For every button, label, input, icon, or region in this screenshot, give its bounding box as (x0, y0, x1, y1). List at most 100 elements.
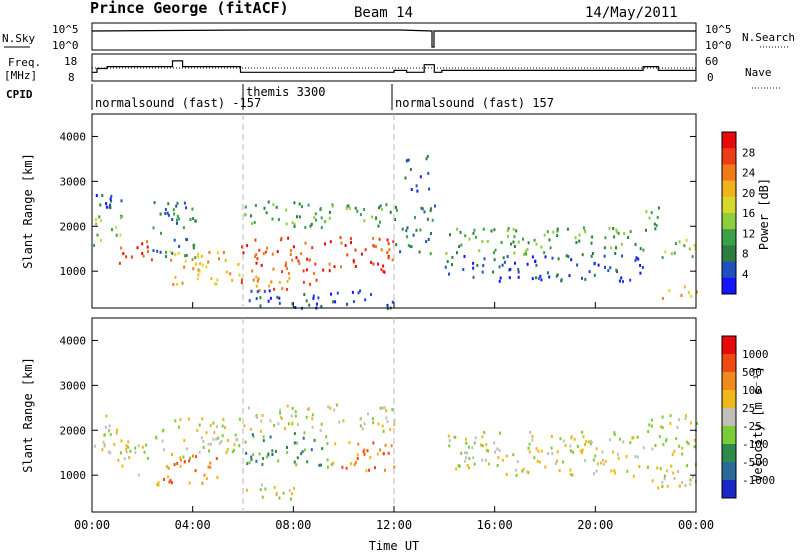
data-point-2 (170, 453, 173, 456)
data-point-12 (560, 278, 563, 282)
data-point-2 (120, 246, 123, 250)
data-point-8 (498, 431, 501, 435)
data-point-3 (195, 455, 198, 459)
data-point-7 (328, 216, 331, 220)
data-point-2 (179, 418, 182, 422)
data-point-1 (120, 199, 123, 203)
data-point-7 (267, 200, 270, 204)
data-point-0 (113, 442, 116, 446)
data-point-6 (277, 422, 280, 426)
data-point-12 (576, 263, 579, 267)
data-point-8 (599, 461, 602, 465)
data-point-12 (551, 256, 554, 260)
data-point-3 (183, 201, 186, 205)
data-point-5 (280, 238, 283, 242)
data-point-11 (486, 240, 489, 243)
nsky-frame (91, 22, 697, 51)
data-point-11 (591, 252, 594, 255)
data-point-3 (173, 212, 176, 216)
data-point-6 (359, 417, 362, 421)
data-point-7 (363, 219, 366, 223)
data-point-8 (468, 466, 470, 470)
data-point-8 (303, 293, 306, 296)
data-point-5 (305, 268, 308, 272)
data-point-4 (255, 459, 258, 463)
data-point-11 (494, 248, 497, 252)
data-point-5 (363, 448, 366, 452)
data-point-8 (481, 435, 484, 439)
data-point-5 (281, 270, 284, 274)
data-point-12 (615, 268, 618, 272)
data-point-9 (693, 445, 696, 449)
beam-label: Beam 14 (354, 5, 413, 21)
data-point-3 (191, 207, 194, 211)
data-point-0 (94, 218, 97, 221)
data-point-3 (157, 481, 160, 485)
data-point-1 (117, 458, 120, 462)
data-point-2 (196, 428, 199, 432)
data-point-14 (691, 255, 694, 259)
data-point-15 (690, 294, 693, 298)
data-point-9 (673, 477, 676, 480)
data-point-15 (683, 285, 686, 289)
data-point-8 (570, 436, 573, 440)
data-point-3 (209, 465, 212, 469)
data-point-7 (290, 497, 292, 501)
power-axes: 1000 2000 3000 4000 (60, 114, 697, 308)
data-point-8 (613, 471, 616, 475)
data-point-9 (661, 484, 664, 488)
y-tick-label: 3000 (60, 379, 87, 392)
x-tick-label: 04:00 (175, 518, 211, 532)
data-point-8 (505, 454, 508, 458)
data-point-8 (582, 435, 585, 439)
data-point-15 (661, 296, 664, 300)
data-point-5 (387, 242, 390, 246)
data-point-3 (209, 461, 212, 465)
data-point-8 (317, 296, 320, 300)
data-point-9 (401, 227, 404, 231)
data-point-12 (590, 254, 593, 258)
data-point-5 (375, 245, 377, 249)
data-point-6 (284, 427, 286, 431)
data-point-4 (313, 438, 316, 442)
data-point-7 (309, 224, 312, 228)
data-point-12 (607, 269, 610, 273)
x-tick-label: 00:00 (74, 518, 110, 532)
data-point-5 (332, 461, 335, 465)
data-point-0 (111, 228, 113, 232)
colorbar-swatch (722, 277, 736, 295)
data-point-5 (308, 258, 311, 262)
data-point-8 (269, 296, 272, 300)
data-point-9 (684, 484, 687, 487)
colorbar-tick-label: 4 (742, 268, 749, 281)
colorbar-tick-label: 25 (742, 402, 755, 415)
data-point-5 (377, 262, 380, 266)
data-point-6 (249, 427, 252, 431)
data-point-11 (456, 227, 458, 231)
data-point-7 (301, 205, 303, 209)
data-point-5 (314, 262, 317, 266)
data-point-8 (448, 439, 451, 442)
data-point-6 (258, 289, 261, 292)
data-point-12 (581, 253, 584, 257)
velocity-cbar-label: Velocity [m s⁻¹] (751, 366, 765, 482)
data-point-3 (173, 238, 176, 242)
data-point-11 (535, 242, 538, 246)
data-point-12 (603, 254, 606, 258)
data-point-8 (320, 304, 323, 308)
data-point-6 (273, 424, 276, 427)
data-point-1 (109, 206, 112, 210)
data-point-3 (179, 464, 182, 468)
data-point-9 (656, 466, 659, 470)
data-point-3 (159, 250, 162, 254)
data-point-10 (427, 171, 430, 175)
data-point-11 (603, 246, 606, 250)
data-point-11 (524, 249, 527, 253)
data-point-12 (588, 270, 591, 274)
data-point-7 (263, 206, 266, 210)
data-point-5 (328, 269, 331, 273)
data-point-11 (473, 228, 476, 232)
data-point-2 (209, 424, 212, 427)
data-point-9 (663, 477, 666, 481)
data-point-8 (529, 430, 532, 434)
